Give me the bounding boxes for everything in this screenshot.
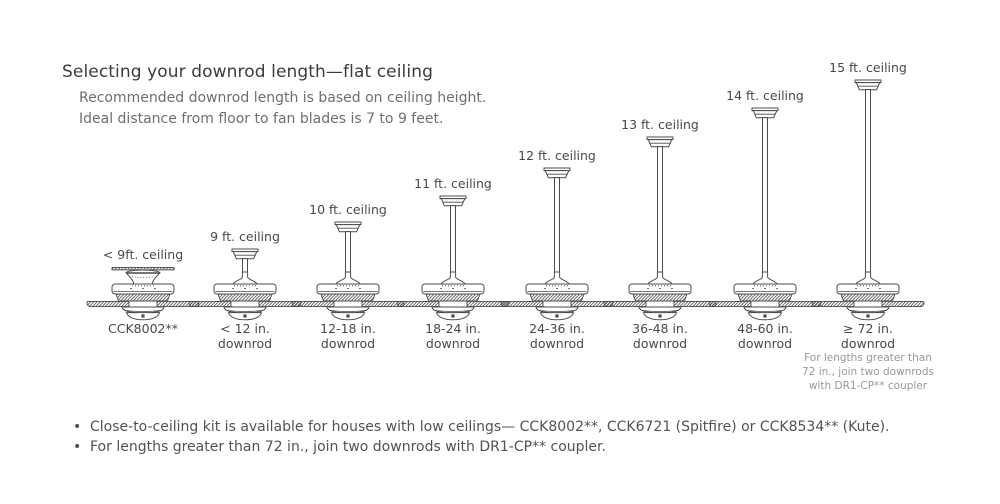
downrod-length-diagram: < 9ft. ceiling CCK8002** 9 ft. ceiling < 12… — [86, 60, 934, 392]
fan-motor-illustration — [188, 283, 302, 321]
canopy-illustration — [751, 107, 779, 119]
downrod-length-label-line-1: ≥ 72 in. — [843, 321, 893, 336]
fan-motor-illustration — [86, 283, 200, 321]
downrod-illustration — [554, 177, 560, 274]
fan-column-6: 13 ft. ceiling 36-48 in.downrod — [603, 117, 717, 351]
downrod-length-label-line-2: downrod — [321, 336, 375, 351]
downrod-length-label-line-1: 36-48 in. — [632, 321, 688, 336]
page-title: Selecting your downrod length—flat ceili… — [62, 62, 433, 82]
collar-illustration — [335, 271, 361, 285]
collar-illustration — [855, 271, 881, 285]
fan-motor-illustration — [291, 283, 405, 321]
fan-motor-illustration — [500, 283, 614, 321]
fan-motor-illustration — [811, 283, 925, 321]
ceiling-height-label: 14 ft. ceiling — [726, 88, 804, 103]
canopy-illustration — [439, 195, 467, 207]
ceiling-height-label: 12 ft. ceiling — [518, 148, 596, 163]
downrod-illustration — [450, 205, 456, 274]
downrod-length-label-line-1: 48-60 in. — [737, 321, 793, 336]
downrod-length-label-line-1: < 12 in. — [220, 321, 270, 336]
footnote-item: • Close-to-ceiling kit is available for h… — [71, 417, 890, 437]
downrod-length-label-line-1: 12-18 in. — [320, 321, 376, 336]
page-subtitle: Recommended downrod length is based on c… — [79, 88, 486, 130]
collar-illustration — [440, 271, 466, 285]
downrod-length-label-line-2: downrod — [426, 336, 480, 351]
downrod-length-label-line-2: downrod — [633, 336, 687, 351]
downrod-length-label-line-1: 24-36 in. — [529, 321, 585, 336]
subtitle-line-1: Recommended downrod length is based on c… — [79, 90, 487, 106]
collar-illustration — [752, 271, 778, 285]
footnotes: • Close-to-ceiling kit is available for h… — [71, 417, 890, 457]
coupler-note-line: with DR1-CP** coupler — [809, 380, 928, 392]
fan-column-4: 11 ft. ceiling 18-24 in.downrod — [396, 176, 510, 351]
fan-motor-illustration — [708, 283, 822, 321]
downrod-illustration — [762, 117, 768, 274]
footnote-text: For lengths greater than 72 in., join tw… — [90, 439, 606, 455]
ceiling-height-label: < 9ft. ceiling — [103, 247, 183, 262]
canopy-illustration — [334, 221, 362, 233]
fan-column-3: 10 ft. ceiling 12-18 in.downrod — [291, 202, 405, 351]
ceiling-height-label: 10 ft. ceiling — [309, 202, 387, 217]
collar-illustration — [647, 271, 673, 285]
coupler-note-line: For lengths greater than — [804, 352, 932, 364]
downrod-illustration — [242, 258, 248, 274]
downrod-illustration — [865, 89, 871, 274]
bullet-icon: • — [73, 419, 82, 435]
fan-column-1: < 9ft. ceiling CCK8002** — [86, 247, 200, 336]
canopy-illustration — [543, 167, 571, 179]
downrod-illustration — [657, 146, 663, 274]
downrod-length-label-line-2: downrod — [218, 336, 272, 351]
fan-column-2: 9 ft. ceiling < 12 in.downrod — [188, 229, 302, 351]
ceiling-height-label: 13 ft. ceiling — [621, 117, 699, 132]
subtitle-line-2: Ideal distance from floor to fan blades … — [79, 111, 444, 127]
footnote-text: Close-to-ceiling kit is available for ho… — [90, 419, 890, 435]
canopy-illustration — [231, 248, 259, 260]
downrod-illustration — [345, 231, 351, 274]
canopy-illustration — [854, 79, 882, 91]
downrod-length-label-line-1: 18-24 in. — [425, 321, 481, 336]
coupler-note-line: 72 in., join two downrods — [802, 366, 934, 378]
downrod-length-label-line-2: downrod — [738, 336, 792, 351]
bullet-icon: • — [73, 439, 82, 455]
footnote-item: • For lengths greater than 72 in., join t… — [71, 437, 890, 457]
ceiling-height-label: 11 ft. ceiling — [414, 176, 492, 191]
downrod-length-label-line-1: CCK8002** — [108, 321, 178, 336]
downrod-length-label-line-2: downrod — [530, 336, 584, 351]
fan-motor-illustration — [603, 283, 717, 321]
close-to-ceiling-mount-illustration — [111, 267, 175, 285]
ceiling-height-label: 9 ft. ceiling — [210, 229, 280, 244]
fan-column-7: 14 ft. ceiling 48-60 in.downrod — [708, 88, 822, 351]
collar-illustration — [232, 271, 258, 285]
fan-motor-illustration — [396, 283, 510, 321]
downrod-length-label-line-2: downrod — [841, 336, 895, 351]
collar-illustration — [544, 271, 570, 285]
fan-column-5: 12 ft. ceiling 24-36 in.downrod — [500, 148, 614, 351]
ceiling-height-label: 15 ft. ceiling — [829, 60, 907, 75]
canopy-illustration — [646, 136, 674, 148]
